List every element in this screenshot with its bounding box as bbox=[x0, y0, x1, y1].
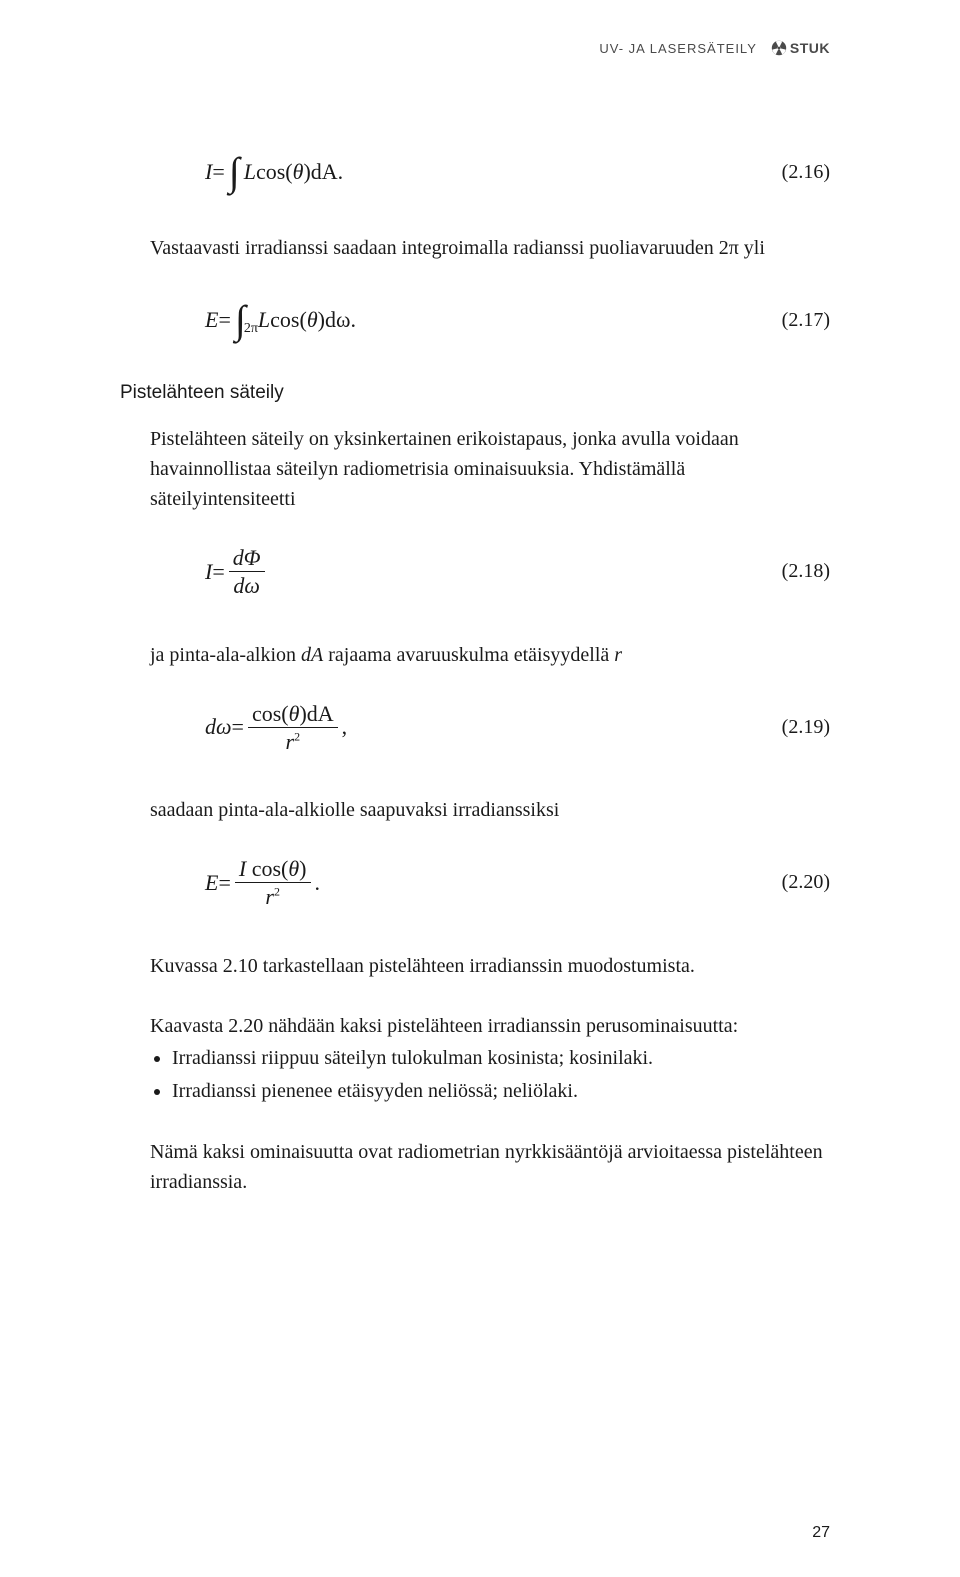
integral-sub: 2π bbox=[244, 321, 258, 337]
period: . bbox=[315, 870, 321, 896]
stuk-logo: STUK bbox=[771, 40, 830, 56]
eq-dA: )dA. bbox=[303, 159, 343, 185]
dA: )dA bbox=[299, 701, 333, 726]
eq-equals: = bbox=[212, 159, 224, 185]
paragraph-3: ja pinta-ala-alkion dA rajaama avaruusku… bbox=[150, 640, 830, 670]
eq218-content: I = dΦ dω bbox=[205, 544, 269, 600]
equation-2-16: I = ∫ L cos( θ )dA. (2.16) bbox=[205, 156, 830, 188]
frac-num: cos(θ)dA bbox=[248, 700, 338, 728]
frac-den: dω bbox=[229, 572, 264, 599]
list-item: Irradianssi riippuu säteilyn tulokulman … bbox=[172, 1043, 830, 1074]
p3-mid: rajaama avaruuskulma etäisyydellä bbox=[323, 644, 614, 666]
eq-var-E: E bbox=[205, 870, 218, 896]
eq-equals: = bbox=[218, 307, 230, 333]
list-item: Irradianssi pienenee etäisyyden neliössä… bbox=[172, 1076, 830, 1107]
paragraph-2: Pistelähteen säteily on yksinkertainen e… bbox=[150, 424, 830, 514]
r-sup: 2 bbox=[294, 730, 300, 744]
p3-r: r bbox=[614, 644, 622, 666]
eq-cos: cos( bbox=[256, 159, 293, 185]
eq-equals: = bbox=[212, 559, 224, 585]
eq-dw: dω bbox=[205, 714, 232, 740]
fraction: dΦ dω bbox=[229, 544, 265, 600]
p3-pre: ja pinta-ala-alkion bbox=[150, 644, 301, 666]
r: r bbox=[265, 884, 274, 909]
paragraph-7: Nämä kaksi ominaisuutta ovat radiometria… bbox=[150, 1137, 830, 1197]
section-heading: Pistelähteen säteily bbox=[120, 382, 830, 404]
comma: , bbox=[342, 714, 348, 740]
eq-cos: cos( bbox=[270, 307, 307, 333]
paragraph-5: Kuvassa 2.10 tarkastellaan pistelähteen … bbox=[150, 951, 830, 981]
frac-den: r2 bbox=[261, 883, 284, 910]
close: ) bbox=[299, 856, 306, 881]
eq-var-E: E bbox=[205, 307, 218, 333]
eq-number: (2.19) bbox=[782, 716, 830, 739]
frac-den: r2 bbox=[282, 728, 305, 755]
integral-sign: ∫ bbox=[229, 156, 240, 188]
eq-theta: θ bbox=[293, 159, 304, 185]
eq-equals: = bbox=[232, 714, 244, 740]
radiation-icon bbox=[771, 40, 787, 56]
frac-num: dΦ bbox=[229, 544, 265, 572]
eq-theta: θ bbox=[307, 307, 318, 333]
fraction: cos(θ)dA r2 bbox=[248, 700, 338, 756]
theta: θ bbox=[289, 701, 300, 726]
theta: θ bbox=[288, 856, 299, 881]
equation-2-20: E = I cos(θ) r2 . (2.20) bbox=[205, 855, 830, 911]
equation-2-18: I = dΦ dω (2.18) bbox=[205, 544, 830, 600]
frac-num: I cos(θ) bbox=[235, 855, 311, 883]
eq219-content: dω = cos(θ)dA r2 , bbox=[205, 700, 347, 756]
header-title: UV- JA LASERSÄTEILY bbox=[599, 41, 756, 56]
equation-2-19: dω = cos(θ)dA r2 , (2.19) bbox=[205, 700, 830, 756]
r-sup: 2 bbox=[274, 885, 280, 899]
paragraph-6: Kaavasta 2.20 nähdään kaksi pistelähteen… bbox=[150, 1011, 830, 1041]
page-header: UV- JA LASERSÄTEILY STUK bbox=[150, 40, 830, 56]
paragraph-4: saadaan pinta-ala-alkiolle saapuvaksi ir… bbox=[150, 795, 830, 825]
eq-equals: = bbox=[218, 870, 230, 896]
eq-number: (2.17) bbox=[782, 309, 830, 332]
page-number: 27 bbox=[812, 1524, 830, 1542]
r: r bbox=[286, 729, 295, 754]
eq220-content: E = I cos(θ) r2 . bbox=[205, 855, 320, 911]
bullet-list: Irradianssi riippuu säteilyn tulokulman … bbox=[150, 1043, 830, 1107]
eq-number: (2.16) bbox=[782, 161, 830, 184]
logo-text: STUK bbox=[790, 40, 830, 56]
eq-var-I: I bbox=[205, 559, 212, 585]
eq-number: (2.18) bbox=[782, 560, 830, 583]
eq-var-L: L bbox=[258, 307, 270, 333]
paragraph-1: Vastaavasti irradianssi saadaan integroi… bbox=[150, 233, 830, 263]
eq217-content: E = ∫ 2π L cos( θ )dω. bbox=[205, 303, 356, 337]
cos: cos( bbox=[246, 856, 288, 881]
eq-var-I: I bbox=[205, 159, 212, 185]
fraction: I cos(θ) r2 bbox=[235, 855, 311, 911]
equation-2-17: E = ∫ 2π L cos( θ )dω. (2.17) bbox=[205, 303, 830, 337]
eq-var-L: L bbox=[244, 159, 256, 185]
cos: cos( bbox=[252, 701, 289, 726]
eq216-content: I = ∫ L cos( θ )dA. bbox=[205, 156, 343, 188]
eq-dw: )dω. bbox=[318, 307, 356, 333]
p3-dA: dA bbox=[301, 644, 323, 666]
eq-number: (2.20) bbox=[782, 871, 830, 894]
